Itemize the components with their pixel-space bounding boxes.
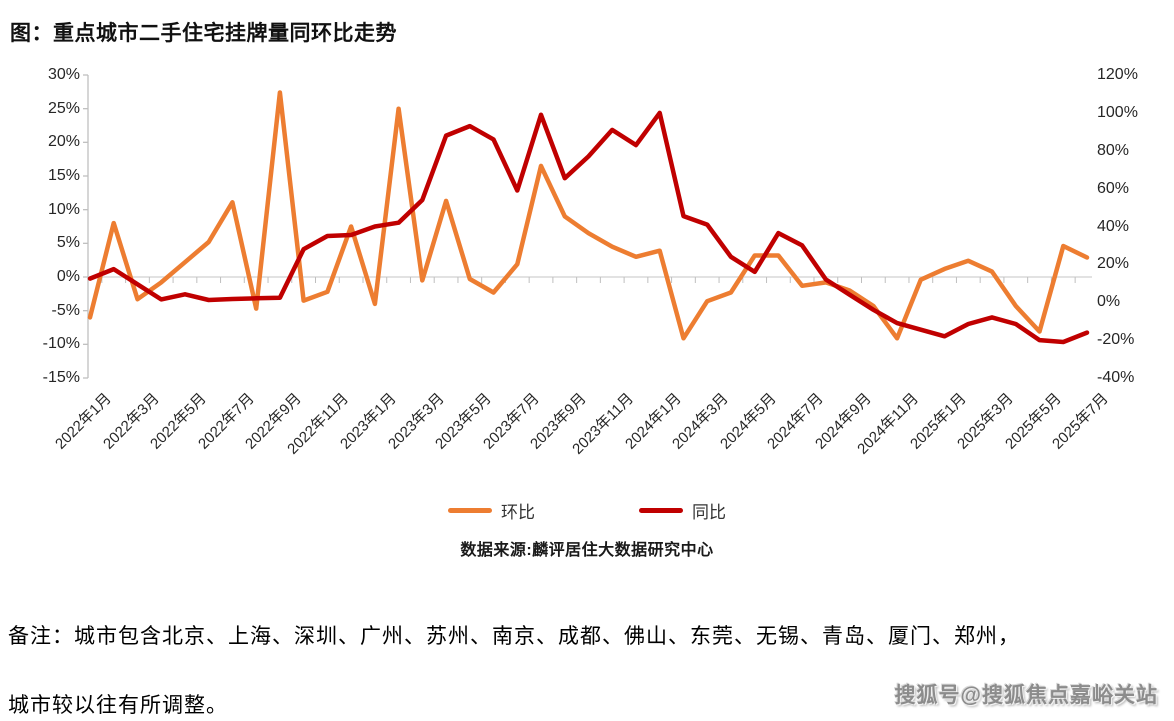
right-axis-label: 60% xyxy=(1097,179,1130,197)
data-source-note: 数据来源:麟评居住大数据研究中心 xyxy=(460,542,714,559)
left-axis-label: 10% xyxy=(47,200,80,218)
yoy-line xyxy=(87,110,1090,345)
trend-chart xyxy=(83,74,1092,379)
legend-label-mom: 环比 xyxy=(501,502,535,522)
right-axis-label: 40% xyxy=(1097,217,1130,235)
left-axis-label: -5% xyxy=(51,301,80,319)
footnote-line-1: 备注：城市包含北京、上海、深圳、广州、苏州、南京、成都、佛山、东莞、无锡、青岛、… xyxy=(8,624,1020,648)
left-axis-label: -10% xyxy=(42,335,80,353)
right-axis-label: 100% xyxy=(1097,103,1138,121)
right-axis-label: -20% xyxy=(1097,331,1135,349)
right-axis-label: 0% xyxy=(1097,293,1121,311)
chart-legend: 环比 同比 xyxy=(0,497,1174,523)
yoy-line-swatch xyxy=(639,507,683,513)
right-axis-label: -40% xyxy=(1097,369,1135,386)
left-axis-label: 0% xyxy=(56,268,80,285)
legend-item-mom: 环比 xyxy=(448,498,535,523)
watermark-text: 搜狐号@搜狐焦点嘉峪关站 xyxy=(894,684,1158,707)
mom-line-swatch xyxy=(448,507,492,513)
left-axis-label: 15% xyxy=(47,167,80,184)
legend-label-yoy: 同比 xyxy=(692,502,726,522)
left-axis-label: -15% xyxy=(42,369,80,386)
right-axis-label: 80% xyxy=(1097,141,1130,159)
left-axis-label: 25% xyxy=(47,99,80,117)
right-axis-label: 20% xyxy=(1097,255,1130,273)
chart-title: 图：重点城市二手住宅挂牌量同环比走势 xyxy=(10,22,397,45)
footnote-line-2: 城市较以往有所调整。 xyxy=(8,693,228,717)
mom-line xyxy=(87,90,1090,341)
left-axis-label: 5% xyxy=(56,234,80,252)
right-axis-label: 120% xyxy=(1097,66,1138,83)
left-axis-label: 20% xyxy=(47,133,80,151)
left-axis-label: 30% xyxy=(47,66,80,83)
legend-item-yoy: 同比 xyxy=(639,498,726,523)
